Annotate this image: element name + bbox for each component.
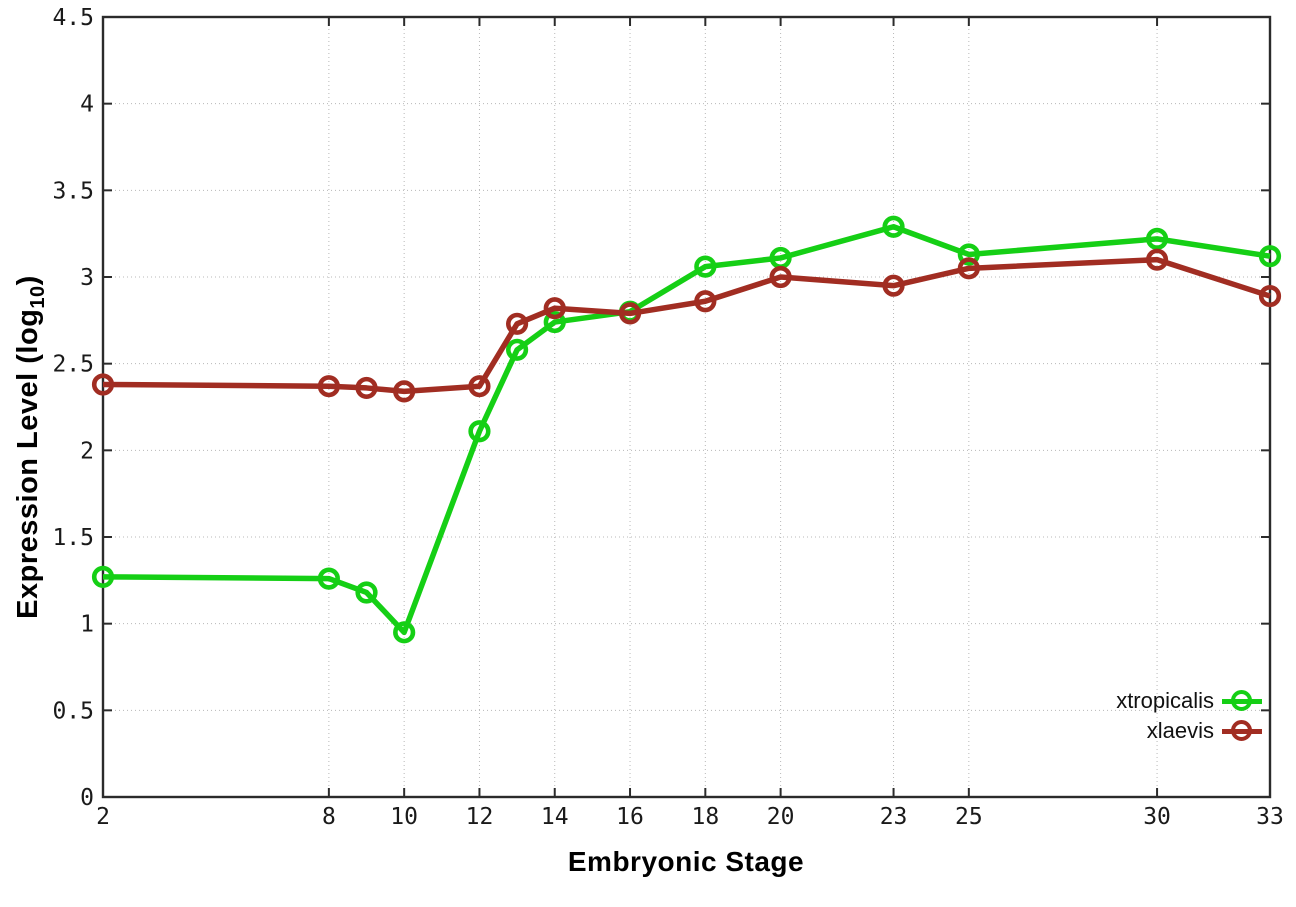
- legend-circle-icon: [1231, 690, 1252, 711]
- data-point-xtropicalis: [468, 420, 491, 443]
- data-point-xtropicalis: [957, 243, 980, 266]
- data-point-xtropicalis: [505, 338, 529, 361]
- x-tick-label: 2: [96, 804, 110, 830]
- x-tick-label: 16: [616, 804, 644, 830]
- plot-border: [101, 15, 1272, 799]
- x-tick-label: 33: [1256, 804, 1284, 830]
- data-point-xlaevis: [694, 290, 717, 313]
- y-axis-label-subscript: 10: [26, 285, 49, 309]
- y-axis-label: Expression Level (log10): [12, 217, 49, 677]
- data-point-xlaevis: [91, 373, 115, 396]
- data-point-xtropicalis: [317, 567, 340, 590]
- data-point-xtropicalis: [1145, 227, 1169, 250]
- x-tick-label: 12: [466, 804, 494, 830]
- data-point-xlaevis: [882, 274, 905, 297]
- legend: xtropicalis xlaevis: [1116, 686, 1262, 746]
- data-point-xtropicalis: [91, 565, 115, 588]
- legend-entry-xlaevis: xlaevis: [1116, 716, 1262, 746]
- x-tick-label: 23: [880, 804, 908, 830]
- legend-marker-sample: [1222, 717, 1262, 745]
- legend-label: xlaevis: [1146, 718, 1214, 743]
- y-axis-label-text: Expression Level (log: [12, 308, 44, 619]
- legend-label: xtropicalis: [1116, 688, 1214, 713]
- data-point-xtropicalis: [355, 581, 378, 604]
- series-line-xlaevis: [102, 256, 1271, 395]
- x-tick-label: 14: [541, 804, 569, 830]
- x-tick-label: 30: [1143, 804, 1171, 830]
- x-tick-label: 25: [955, 804, 983, 830]
- data-point-xlaevis: [317, 375, 340, 398]
- data-point-xlaevis: [1145, 248, 1169, 271]
- legend-circle-icon: [1231, 720, 1252, 741]
- x-tick-label: 10: [390, 804, 418, 830]
- y-tick-label: 4.5: [52, 5, 94, 31]
- data-point-xlaevis: [769, 265, 792, 289]
- data-point-xlaevis: [393, 380, 416, 403]
- x-tick-label: 8: [322, 804, 336, 830]
- y-tick-label: 4: [80, 92, 94, 118]
- series-line-xtropicalis: [102, 223, 1271, 636]
- y-tick-label: 0.5: [52, 698, 94, 724]
- data-point-xlaevis: [468, 375, 491, 398]
- x-axis-label: Embryonic Stage: [567, 846, 805, 877]
- y-tick-label: 3: [80, 265, 94, 291]
- data-point-xtropicalis: [882, 215, 905, 238]
- data-point-xlaevis: [1258, 284, 1282, 308]
- y-tick-label: 1.5: [52, 525, 94, 551]
- x-tick-label: 20: [767, 804, 795, 830]
- x-tick-label: 18: [691, 804, 719, 830]
- y-tick-label: 2: [80, 438, 94, 464]
- legend-entry-xtropicalis: xtropicalis: [1116, 686, 1262, 716]
- data-point-xlaevis: [505, 312, 529, 335]
- data-point-xlaevis: [355, 376, 378, 400]
- y-axis-label-close: ): [12, 275, 44, 286]
- legend-marker-sample: [1222, 687, 1262, 715]
- y-tick-label: 3.5: [52, 178, 94, 204]
- y-tick-label: 1: [80, 612, 94, 638]
- data-point-xtropicalis: [393, 621, 416, 644]
- y-tick-label: 0: [80, 785, 94, 811]
- data-point-xtropicalis: [694, 255, 717, 278]
- data-point-xtropicalis: [1258, 245, 1282, 268]
- y-tick-label: 2.5: [52, 352, 94, 378]
- data-point-xlaevis: [957, 257, 980, 280]
- data-point-xtropicalis: [543, 310, 566, 334]
- data-point-xlaevis: [618, 302, 642, 325]
- data-point-xlaevis: [543, 297, 566, 320]
